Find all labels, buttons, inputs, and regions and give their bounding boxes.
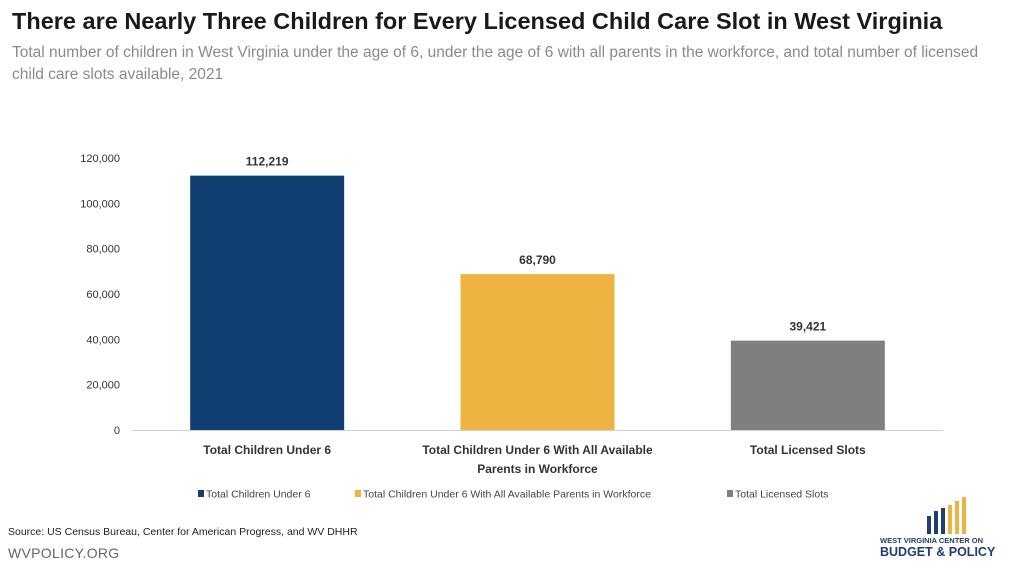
legend-label: Total Licensed Slots: [735, 489, 828, 501]
x-tick-label: Total Children Under 6 With All Availabl…: [422, 443, 653, 457]
y-tick-label: 60,000: [86, 289, 120, 301]
y-tick-label: 80,000: [86, 244, 120, 256]
legend-label: Total Children Under 6 With All Availabl…: [363, 489, 651, 501]
data-label: 68,790: [519, 253, 556, 267]
data-label: 39,421: [789, 320, 826, 334]
logo-line1: WEST VIRGINIA CENTER ON: [880, 536, 984, 545]
y-tick-label: 0: [114, 425, 120, 437]
y-tick-label: 100,000: [80, 198, 120, 210]
chart-subtitle: Total number of children in West Virgini…: [12, 44, 979, 83]
legend-swatch: [727, 490, 733, 497]
legend-swatch: [198, 490, 204, 497]
source-note: Source: US Census Bureau, Center for Ame…: [8, 526, 358, 538]
bar: [190, 175, 345, 430]
legend-label: Total Children Under 6: [206, 489, 311, 501]
x-tick-label: Parents in Workforce: [477, 462, 598, 476]
y-tick-label: 120,000: [80, 153, 120, 165]
bar: [460, 274, 615, 430]
y-tick-label: 40,000: [86, 334, 120, 346]
logo-bars-icon: [927, 497, 966, 534]
x-tick-label: Total Licensed Slots: [750, 443, 866, 457]
site-url: WVPOLICY.ORG: [8, 545, 120, 561]
chart-title: There are Nearly Three Children for Ever…: [12, 8, 943, 34]
legend-swatch: [355, 490, 361, 497]
data-label: 112,219: [246, 155, 289, 169]
x-tick-label: Total Children Under 6: [203, 443, 331, 457]
bar: [730, 340, 885, 430]
y-tick-label: 20,000: [86, 380, 120, 392]
wvcbp-logo: WEST VIRGINIA CENTER ON BUDGET & POLICY: [880, 492, 1025, 562]
logo-line2: BUDGET & POLICY: [880, 545, 996, 559]
